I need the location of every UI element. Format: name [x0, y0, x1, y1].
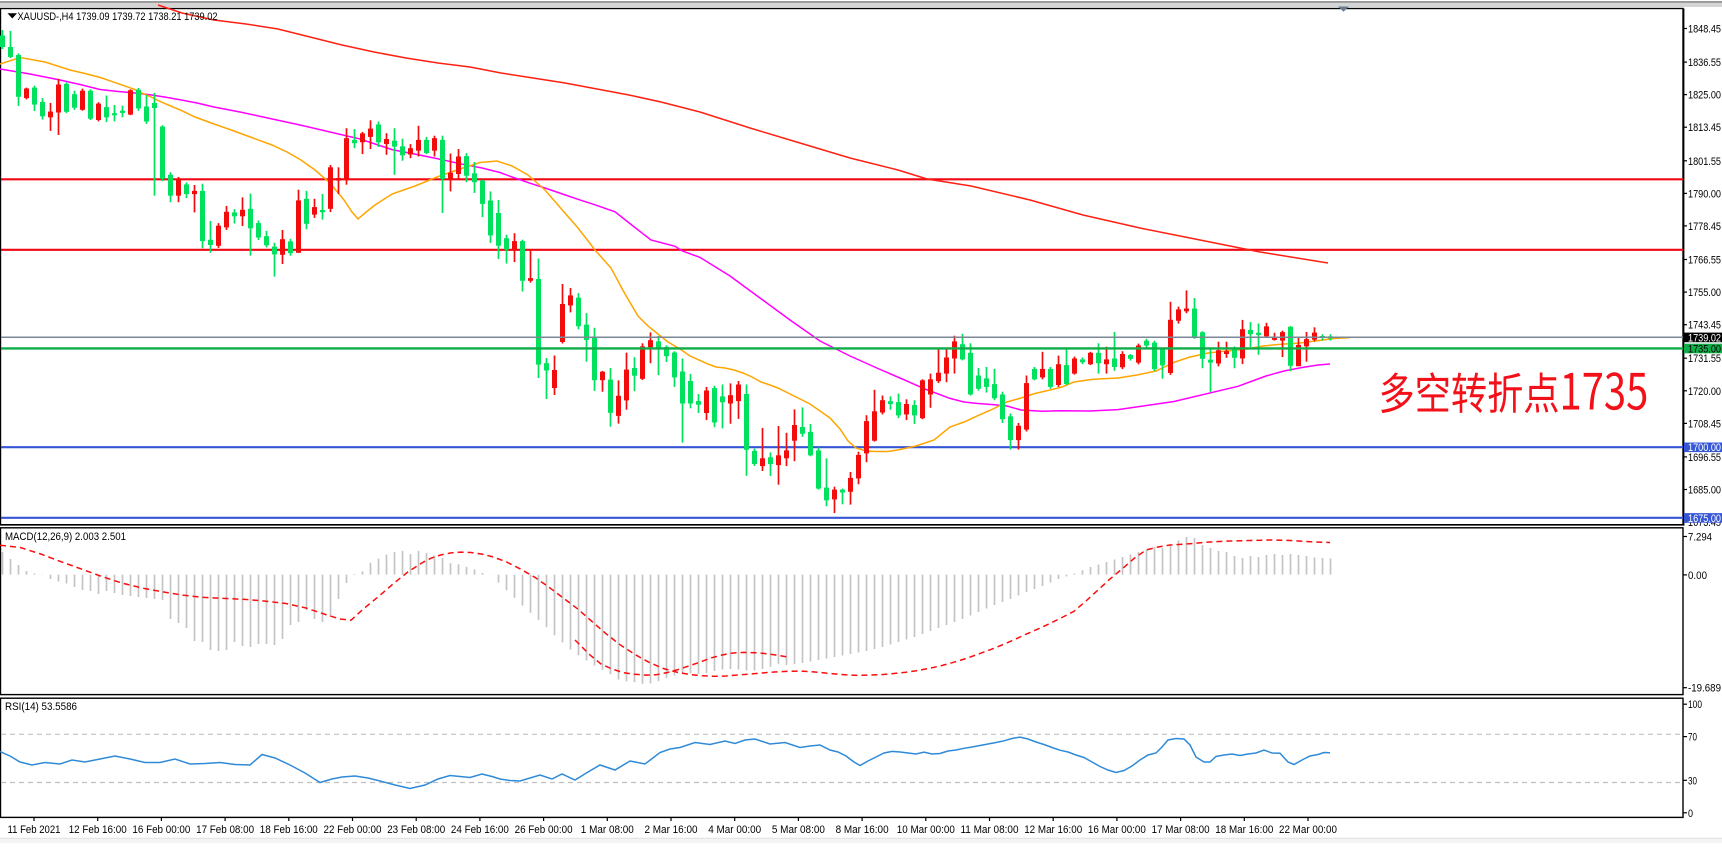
svg-text:1801.55: 1801.55 [1688, 156, 1721, 168]
svg-text:11 Mar 08:00: 11 Mar 08:00 [961, 824, 1019, 836]
svg-text:1743.45: 1743.45 [1688, 320, 1721, 332]
svg-text:1700.00: 1700.00 [1688, 442, 1721, 454]
svg-text:30: 30 [1688, 775, 1697, 787]
svg-text:23 Feb 08:00: 23 Feb 08:00 [387, 824, 445, 836]
svg-text:16 Mar 00:00: 16 Mar 00:00 [1088, 824, 1146, 836]
svg-text:1720.00: 1720.00 [1688, 386, 1721, 398]
svg-text:1778.45: 1778.45 [1688, 221, 1721, 233]
svg-text:RSI(14) 53.5586: RSI(14) 53.5586 [5, 701, 77, 713]
svg-text:11 Feb 2021: 11 Feb 2021 [8, 824, 61, 836]
svg-text:16 Feb 00:00: 16 Feb 00:00 [132, 824, 190, 836]
svg-text:-19.689: -19.689 [1688, 683, 1721, 695]
svg-text:17 Mar 08:00: 17 Mar 08:00 [1152, 824, 1210, 836]
svg-text:1790.00: 1790.00 [1688, 188, 1721, 200]
svg-text:1731.55: 1731.55 [1688, 353, 1721, 365]
svg-text:22 Feb 00:00: 22 Feb 00:00 [324, 824, 382, 836]
svg-text:1675.00: 1675.00 [1688, 513, 1721, 525]
svg-text:MACD(12,26,9) 2.003 2.501: MACD(12,26,9) 2.003 2.501 [5, 531, 126, 543]
svg-text:XAUUSD-,H4 1739.09 1739.72 17: XAUUSD-,H4 1739.09 1739.72 1738.21 1739.… [18, 11, 218, 23]
svg-text:70: 70 [1688, 732, 1697, 744]
svg-text:12 Feb 16:00: 12 Feb 16:00 [69, 824, 127, 836]
svg-text:10 Mar 00:00: 10 Mar 00:00 [897, 824, 955, 836]
svg-text:7.294: 7.294 [1688, 532, 1712, 544]
svg-text:100: 100 [1688, 699, 1702, 711]
svg-text:17 Feb 08:00: 17 Feb 08:00 [196, 824, 254, 836]
svg-text:1848.45: 1848.45 [1688, 24, 1721, 36]
svg-text:1735.00: 1735.00 [1688, 343, 1721, 355]
svg-text:24 Feb 16:00: 24 Feb 16:00 [451, 824, 509, 836]
svg-text:1813.45: 1813.45 [1688, 122, 1721, 134]
svg-text:1825.00: 1825.00 [1688, 90, 1721, 102]
svg-text:1708.45: 1708.45 [1688, 418, 1721, 430]
svg-text:1 Mar 08:00: 1 Mar 08:00 [581, 824, 634, 836]
svg-text:1836.55: 1836.55 [1688, 57, 1721, 69]
svg-text:1755.00: 1755.00 [1688, 287, 1721, 299]
svg-text:1766.55: 1766.55 [1688, 255, 1721, 267]
svg-text:4 Mar 00:00: 4 Mar 00:00 [708, 824, 761, 836]
svg-text:0.00: 0.00 [1688, 570, 1707, 582]
svg-text:1739.02: 1739.02 [1688, 332, 1721, 344]
svg-text:1696.55: 1696.55 [1688, 452, 1721, 464]
svg-text:1685.00: 1685.00 [1688, 485, 1721, 497]
svg-text:5 Mar 08:00: 5 Mar 08:00 [772, 824, 825, 836]
svg-text:2 Mar 16:00: 2 Mar 16:00 [645, 824, 698, 836]
svg-text:18 Feb 16:00: 18 Feb 16:00 [260, 824, 318, 836]
svg-text:12 Mar 16:00: 12 Mar 16:00 [1024, 824, 1082, 836]
svg-text:22 Mar 00:00: 22 Mar 00:00 [1279, 824, 1337, 836]
svg-text:8 Mar 16:00: 8 Mar 16:00 [836, 824, 889, 836]
svg-text:18 Mar 16:00: 18 Mar 16:00 [1215, 824, 1273, 836]
svg-text:0: 0 [1688, 808, 1693, 820]
svg-text:26 Feb 00:00: 26 Feb 00:00 [515, 824, 573, 836]
